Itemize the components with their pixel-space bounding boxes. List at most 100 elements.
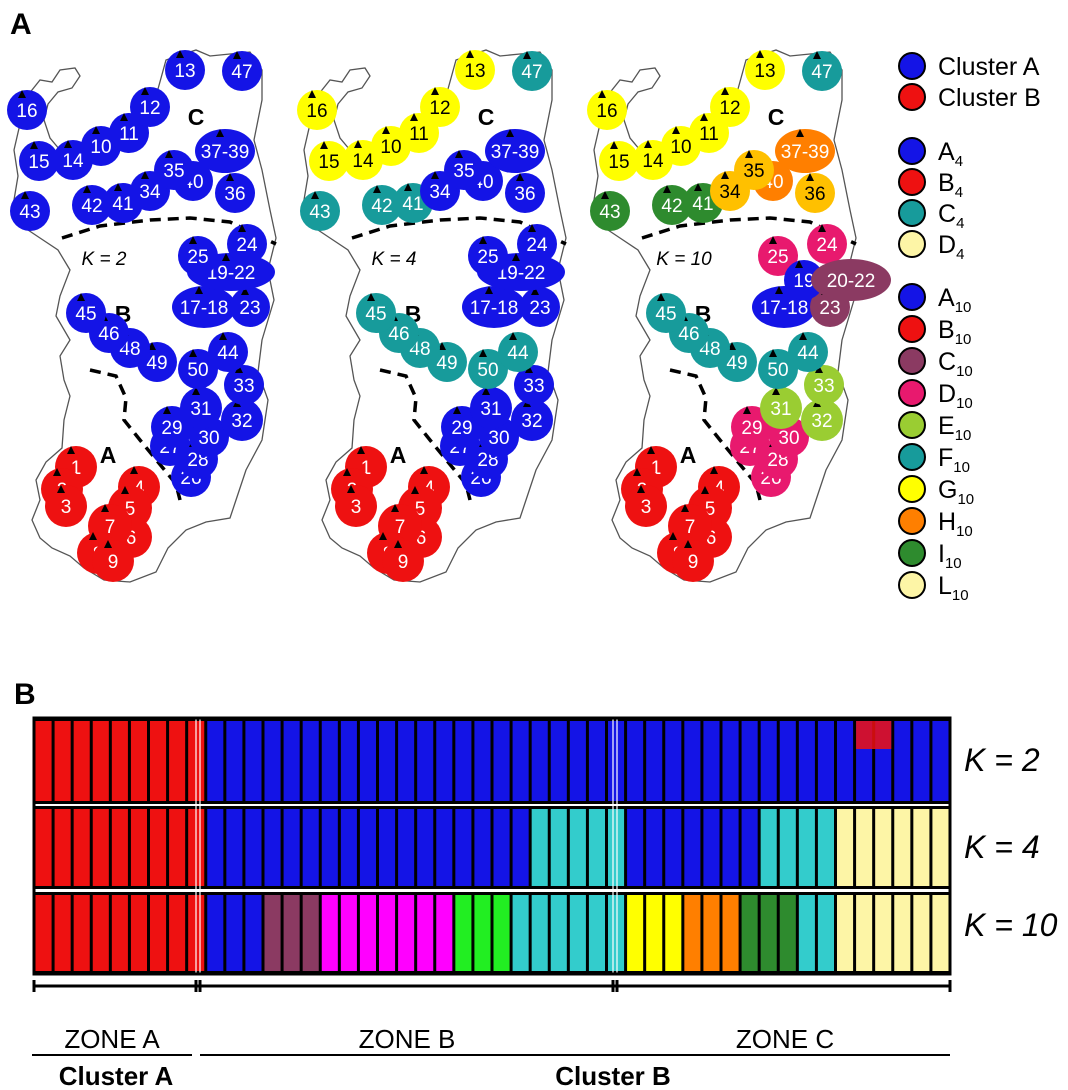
ancestry-bar <box>150 721 167 801</box>
site-marker <box>222 51 262 91</box>
site-50: 50 <box>178 349 218 389</box>
site-15: 15 <box>19 141 59 181</box>
site-42: 42 <box>652 185 692 225</box>
sampling-triangle <box>818 224 826 232</box>
sampling-triangle <box>192 387 200 395</box>
ancestry-bar <box>417 895 434 971</box>
ancestry-bar <box>379 895 396 971</box>
site-label: 15 <box>318 152 339 173</box>
site-35: 35 <box>444 150 484 190</box>
ancestry-bar <box>665 721 682 801</box>
legend-k10-F: F10 <box>898 443 970 476</box>
k-label: K = 2 <box>82 249 127 270</box>
ancestry-bar <box>569 895 586 971</box>
ancestry-bar <box>627 895 644 971</box>
ancestry-bar <box>608 721 625 801</box>
site-marker <box>807 224 847 264</box>
site-label: 35 <box>453 161 474 182</box>
site-label: 20-22 <box>827 271 876 292</box>
sampling-triangle <box>89 532 97 540</box>
legend-k10-G: G10 <box>898 475 974 508</box>
sampling-triangle <box>721 87 729 95</box>
site-3: 3 <box>625 485 667 527</box>
sampling-triangle <box>373 185 381 193</box>
zone-letter-c: C <box>768 104 785 130</box>
sampling-triangle <box>241 287 249 295</box>
site-label: 45 <box>365 304 386 325</box>
panel-label-b: B <box>14 678 36 711</box>
site-marker <box>512 51 552 91</box>
site-23: 23 <box>230 287 270 327</box>
site-label: 7 <box>105 517 116 538</box>
site-marker <box>178 236 218 276</box>
sampling-triangle <box>320 141 328 149</box>
zone-letter-c: C <box>478 104 495 130</box>
sampling-triangle <box>219 332 227 340</box>
site-marker <box>470 387 512 429</box>
legend-label: L10 <box>938 572 969 604</box>
sampling-triangle <box>701 486 709 494</box>
ancestry-bar <box>779 721 796 801</box>
sampling-triangle <box>235 365 243 373</box>
site-marker <box>498 332 538 372</box>
site-marker <box>505 173 545 213</box>
row-label-k10: K = 10 <box>964 907 1058 943</box>
ancestry-bar <box>856 721 892 749</box>
sampling-triangle <box>644 140 652 148</box>
ancestry-bar <box>340 895 357 971</box>
legend-swatch <box>898 347 926 375</box>
site-label: 45 <box>75 304 96 325</box>
sampling-triangle <box>18 90 26 98</box>
sampling-triangle <box>233 51 241 59</box>
sampling-triangle <box>796 129 804 137</box>
site-marker <box>517 224 557 264</box>
ancestry-bar <box>722 895 739 971</box>
site-marker <box>672 540 714 582</box>
ancestry-bar <box>894 809 911 886</box>
legend-label: A10 <box>938 284 971 316</box>
site-31: 31 <box>760 387 802 429</box>
site-37-39: 37-39 <box>485 129 545 173</box>
ancestry-bar <box>837 809 854 886</box>
site-label: 32 <box>231 411 252 432</box>
legend-swatch <box>898 475 926 503</box>
ancestry-bar <box>359 895 376 971</box>
ancestry-bar <box>245 895 262 971</box>
site-marker <box>758 349 798 389</box>
site-label: 19-22 <box>497 263 546 284</box>
sampling-triangle <box>684 540 692 548</box>
site-label: 50 <box>187 360 208 381</box>
ancestry-bar <box>169 895 186 971</box>
ancestry-bar <box>684 809 701 886</box>
site-13: 13 <box>455 50 495 90</box>
sampling-triangle <box>598 90 606 98</box>
site-37-39: 37-39 <box>195 129 255 173</box>
site-label: 5 <box>415 499 426 520</box>
site-label: 17-18 <box>180 298 229 319</box>
site-label: 15 <box>608 152 629 173</box>
site-label: 49 <box>436 353 457 374</box>
ancestry-bar <box>894 895 911 971</box>
legend-label: C4 <box>938 200 964 232</box>
legend-label: G10 <box>938 476 974 508</box>
legend-label: D4 <box>938 231 964 263</box>
sampling-triangle <box>506 129 514 137</box>
ancestry-bar <box>321 721 338 801</box>
sampling-triangle <box>347 485 355 493</box>
ancestry-bar <box>130 895 147 971</box>
ancestry-bar <box>665 809 682 886</box>
ancestry-bar <box>150 809 167 886</box>
sampling-triangle <box>226 173 234 181</box>
site-marker <box>130 87 170 127</box>
legend-swatch <box>898 507 926 535</box>
ancestry-bar <box>569 721 586 801</box>
site-marker <box>19 141 59 181</box>
sampling-triangle <box>531 287 539 295</box>
sampling-triangle <box>367 293 375 301</box>
sampling-triangle <box>311 191 319 199</box>
site-label: 29 <box>451 418 472 439</box>
sampling-triangle <box>769 349 777 357</box>
legend-swatch <box>898 571 926 599</box>
legend-swatch <box>898 379 926 407</box>
site-marker <box>230 287 270 327</box>
